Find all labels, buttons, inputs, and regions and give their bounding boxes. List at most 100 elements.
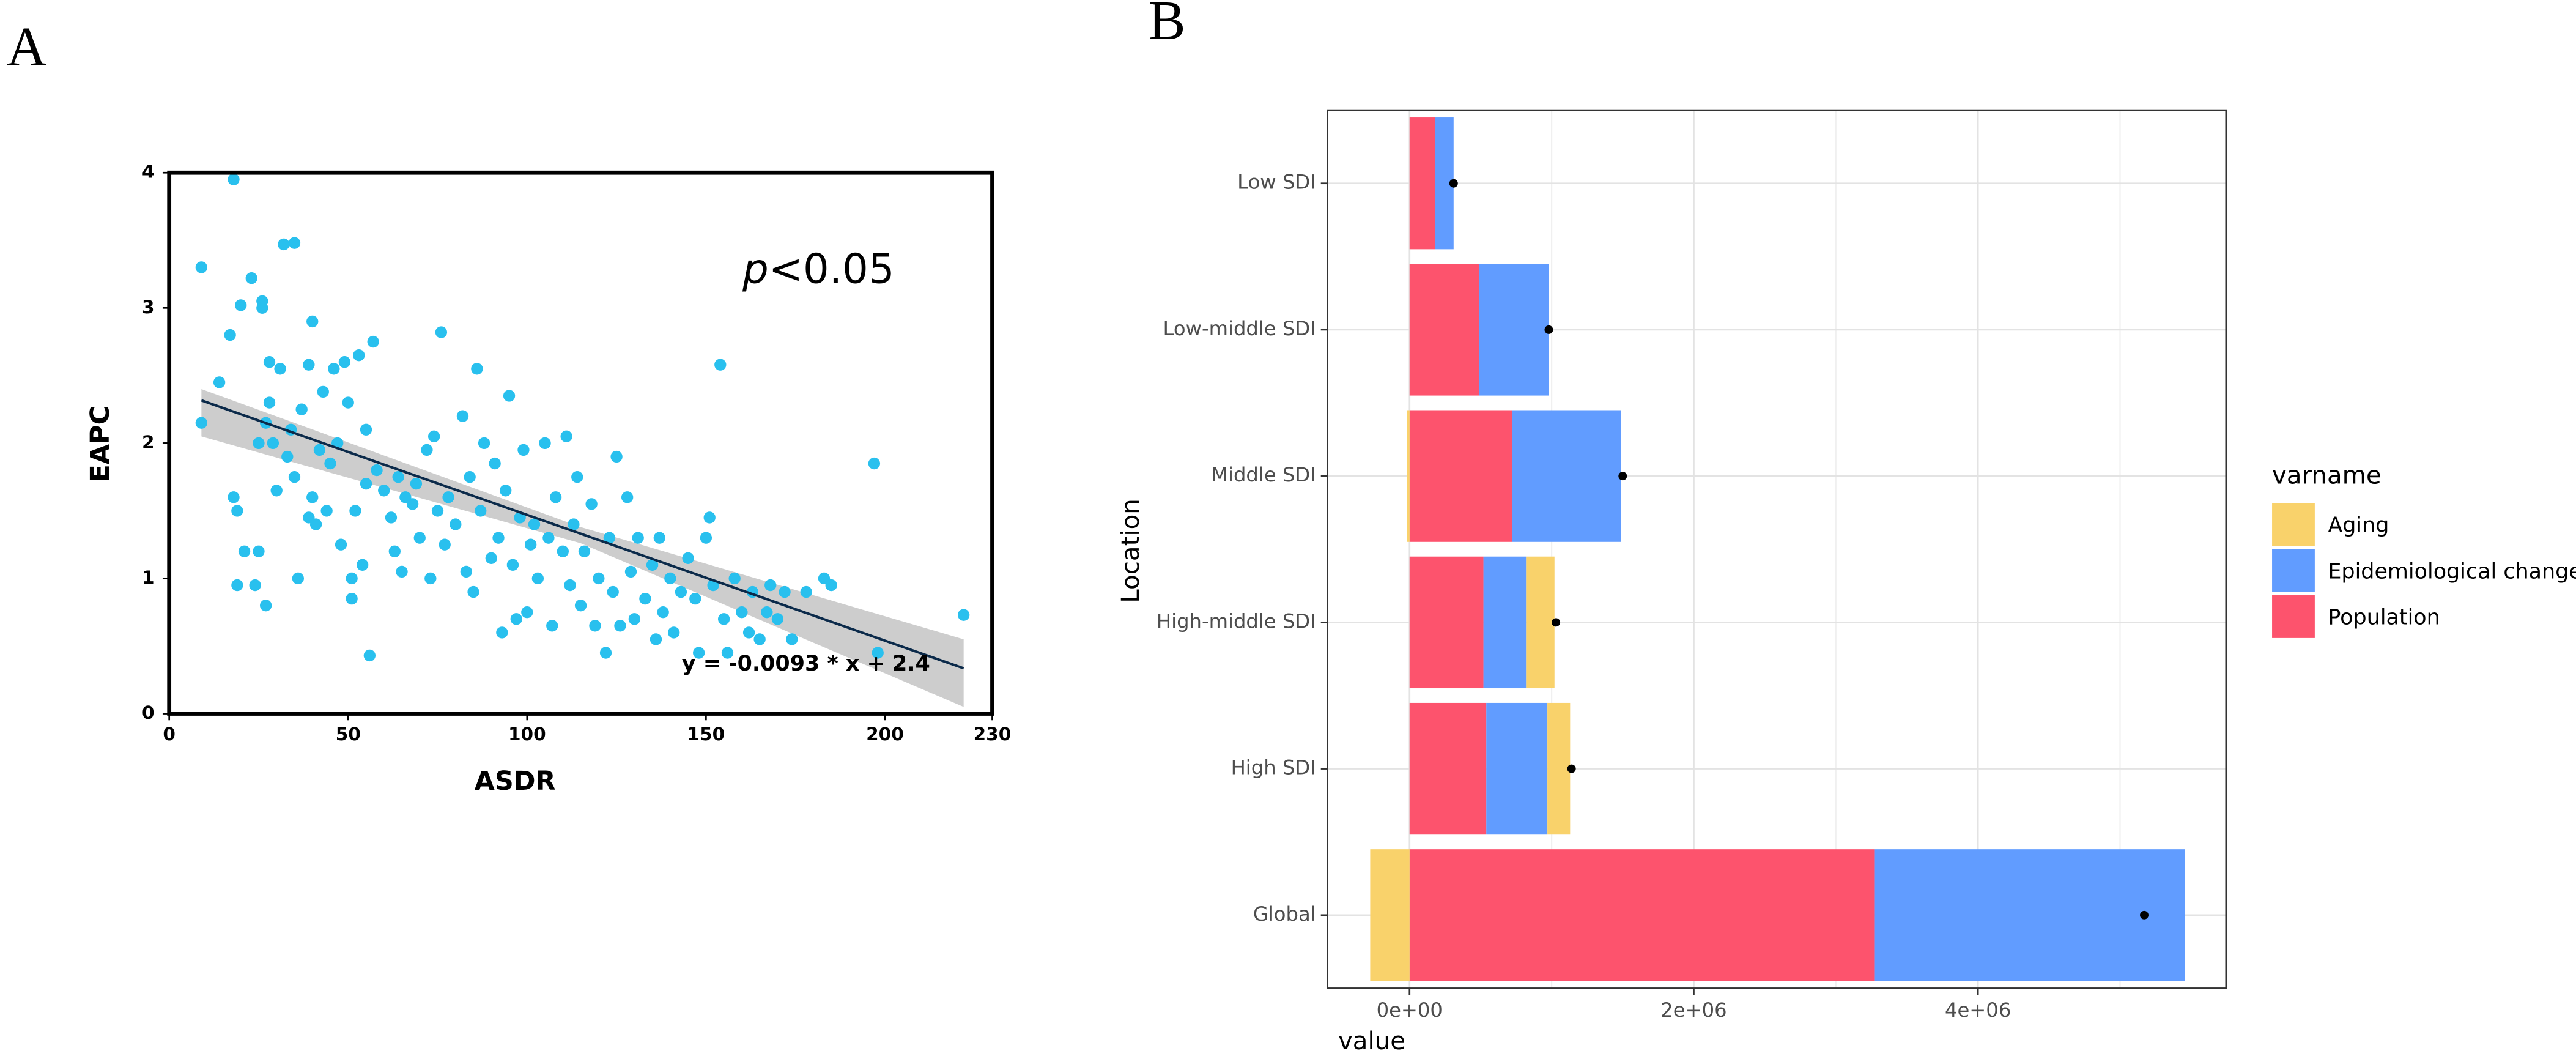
point [571,470,583,483]
point [742,626,755,639]
point [496,626,508,639]
point [346,572,358,585]
panel-label: A [7,16,47,78]
plot-background [1327,110,2226,989]
point [270,485,283,497]
bar-segment [1409,556,1484,689]
bar-segment [1483,556,1527,689]
point [650,633,662,645]
point [288,237,301,249]
point [475,505,487,517]
point [328,363,340,375]
point [471,363,483,375]
point [800,585,812,598]
point [231,505,243,517]
point [324,457,336,470]
y-tick-label: 0 [142,702,155,723]
point [367,335,379,348]
point [353,349,365,362]
plot-frame [1327,109,2227,989]
point [607,585,619,598]
y-tick-label: Global [1253,902,1316,926]
point [549,491,562,503]
point [868,457,881,470]
point [431,505,444,517]
point [238,545,251,557]
point [213,376,226,388]
bar-segment [1547,702,1571,835]
point [346,592,358,605]
point [320,505,333,517]
point [309,518,322,530]
y-tick-label: Low-middle SDI [1163,317,1316,340]
point [424,572,437,585]
y-tick-label: High-middle SDI [1157,609,1316,633]
bar-segment [1874,849,2185,981]
bar-segment [1409,410,1512,542]
point [510,613,522,625]
point [599,647,612,659]
annotation-italic: p [742,245,769,292]
legend-key [2272,549,2315,592]
legend-title: varname [2272,461,2382,489]
point [639,592,651,605]
point [253,437,265,450]
point [714,359,727,371]
point [413,532,426,544]
point [360,478,372,490]
bar-segment [1409,702,1487,835]
point [682,552,694,564]
point [349,505,361,517]
point [492,532,505,544]
y-tick-label: 4 [142,162,155,182]
point [786,633,798,645]
point [728,572,741,585]
point [360,423,372,436]
point [442,491,454,503]
point [632,532,644,544]
bar-segment [1479,264,1549,396]
point [292,572,304,585]
point [693,647,705,659]
point [700,532,712,544]
y-axis-label: EAPC [85,406,116,483]
point [288,470,301,483]
point [560,430,572,443]
point [664,572,676,585]
annotation: p<0.05 [742,245,894,292]
x-tick-label: 200 [866,724,904,745]
point [521,606,533,619]
net-point [1552,618,1561,627]
point [557,545,569,557]
point [689,592,701,605]
point [485,552,497,564]
net-point [2140,910,2149,920]
point [274,363,286,375]
point [410,478,423,490]
x-tick-label: 230 [974,724,1012,745]
point [524,538,537,551]
bar-segment [1486,702,1548,835]
point [539,437,551,450]
point [574,600,587,612]
y-tick-label: 2 [142,432,155,453]
legend-label: Aging [2328,513,2389,538]
point [439,538,451,551]
net-point [1544,325,1553,334]
point [585,498,598,510]
legend-key [2272,595,2315,638]
point [253,545,265,557]
point [195,417,208,429]
point [228,173,240,185]
point [546,620,558,632]
point [295,403,308,415]
point [450,518,462,530]
y-axis-label: Location [1116,499,1145,603]
net-point [1449,179,1458,188]
point [385,511,398,524]
bar-segment [1512,410,1621,542]
point [753,633,766,645]
panel-label: B [1149,0,1186,51]
point [675,585,687,598]
point [338,356,351,368]
